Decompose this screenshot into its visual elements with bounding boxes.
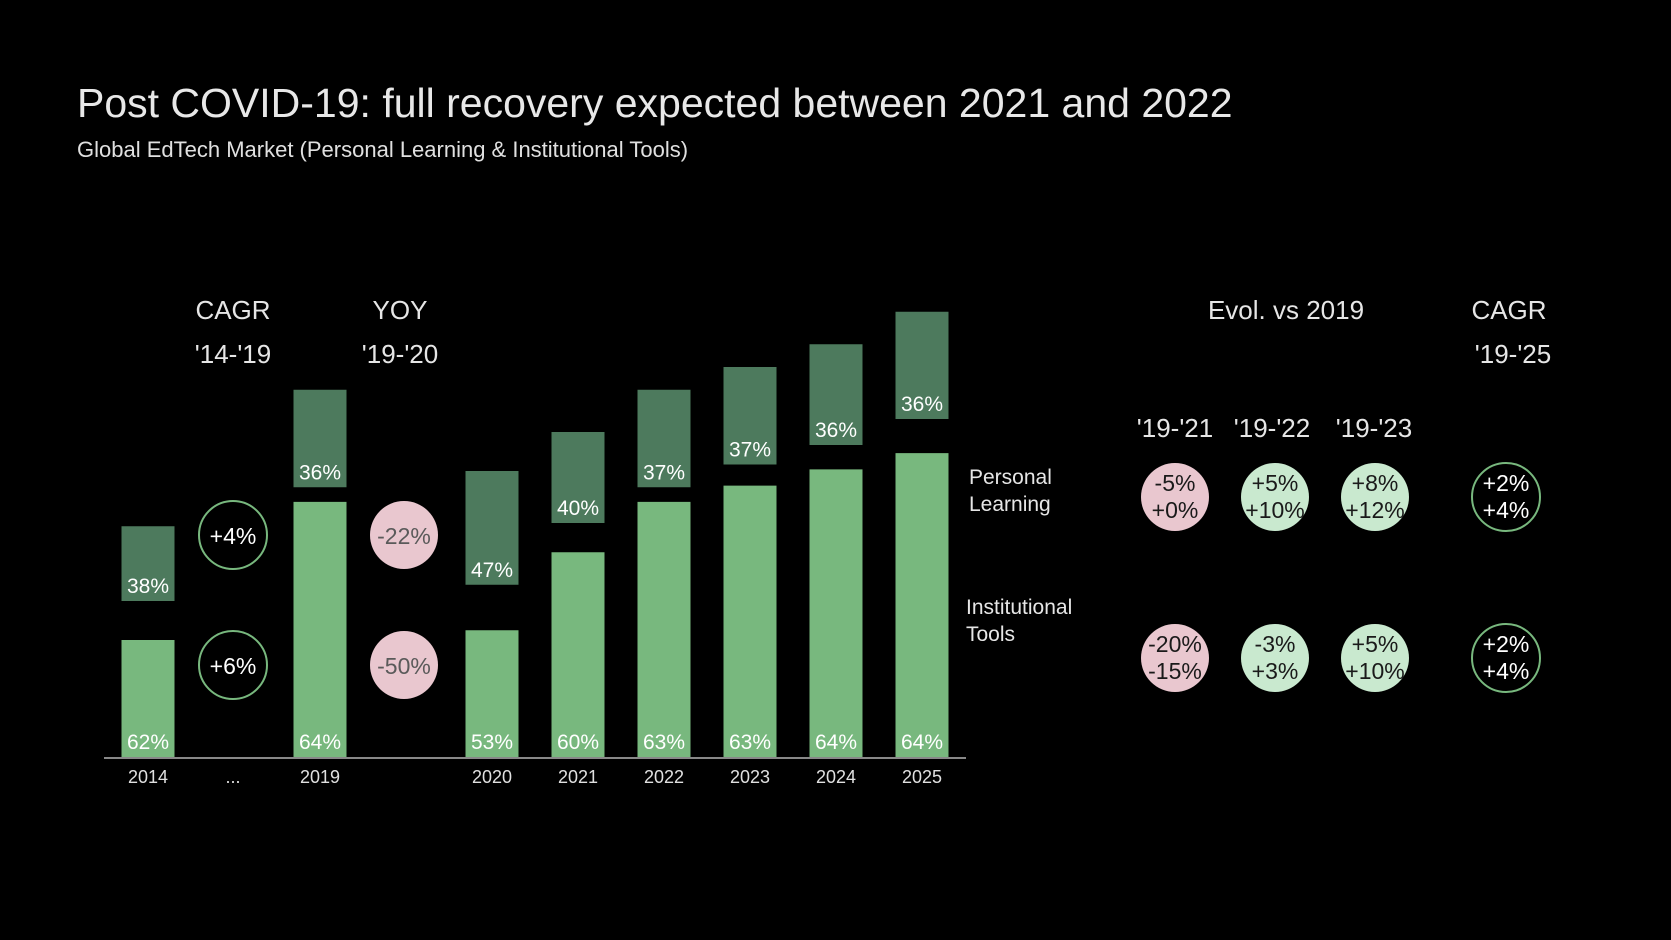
bar-personal	[637, 389, 691, 488]
header-yoy-19-20: YOY	[373, 295, 428, 325]
x-tick-label: ...	[225, 767, 240, 787]
cagr-circle-personal-label: +4%	[1483, 497, 1530, 523]
evol-circle-institutional-label: +10%	[1345, 658, 1404, 684]
growth-circle-institutional	[370, 631, 438, 699]
header-evol-vs-2019: Evol. vs 2019	[1208, 295, 1364, 325]
growth-circle-institutional-label: +6%	[210, 653, 257, 679]
header-cagr-14-19-period: '14-'19	[195, 339, 271, 369]
bar-personal	[293, 389, 347, 488]
bar-institutional	[637, 501, 691, 757]
bar-label-personal: 47%	[471, 559, 513, 582]
evol-circle-personal-label: +10%	[1245, 497, 1304, 523]
header-evol-19-23: '19-'23	[1336, 413, 1412, 443]
bar-personal	[895, 311, 949, 419]
evol-circle-institutional-label: -3%	[1255, 631, 1296, 657]
growth-circle-institutional	[198, 630, 268, 700]
bar-label-institutional: 53%	[471, 731, 513, 754]
growth-circle-personal-label: -22%	[377, 523, 431, 549]
header-cagr-19-25-period: '19-'25	[1475, 339, 1551, 369]
cagr-circle-institutional-label: +4%	[1483, 658, 1530, 684]
x-tick-label: 2025	[902, 767, 942, 787]
x-tick-label: 2020	[472, 767, 512, 787]
cagr-circle-personal-label: +2%	[1483, 470, 1530, 496]
evol-circle-institutional-label: +3%	[1252, 658, 1299, 684]
evol-circle-personal	[1341, 463, 1409, 531]
evol-circle-personal-label: +8%	[1352, 470, 1399, 496]
bar-label-personal: 40%	[557, 497, 599, 520]
bars-group: 2014 62% 38%... 2019 64% 36% 2020 53% 47% 2021 60%…	[121, 311, 949, 787]
legend-personal-line2: Learning	[969, 493, 1051, 516]
evol-circle-institutional	[1241, 624, 1309, 692]
bar-institutional	[723, 485, 777, 757]
x-tick-label: 2014	[128, 767, 168, 787]
bar-institutional	[809, 469, 863, 757]
x-tick-label: 2022	[644, 767, 684, 787]
bar-personal	[121, 526, 175, 601]
bar-institutional	[293, 501, 347, 757]
header-evol-19-22: '19-'22	[1234, 413, 1310, 443]
bar-institutional	[551, 552, 605, 757]
evol-circle-institutional	[1341, 624, 1409, 692]
legend-institutional-line1: Institutional	[966, 596, 1072, 619]
bar-institutional	[465, 630, 519, 757]
x-tick-label: 2024	[816, 767, 856, 787]
header-cagr-14-19: CAGR	[195, 295, 270, 325]
x-tick-label: 2023	[730, 767, 770, 787]
bar-label-institutional: 62%	[127, 731, 169, 754]
legend: Personal Learning Institutional Tools	[966, 466, 1072, 646]
bar-personal	[809, 344, 863, 445]
evol-circle-personal-label: +0%	[1152, 497, 1199, 523]
evol-circle-personal	[1141, 463, 1209, 531]
bar-label-personal: 38%	[127, 575, 169, 598]
chart-subtitle: Global EdTech Market (Personal Learning …	[77, 137, 689, 162]
legend-institutional-line2: Tools	[966, 623, 1015, 646]
bar-label-institutional: 64%	[299, 731, 341, 754]
bar-label-institutional: 63%	[643, 731, 685, 754]
bar-label-institutional: 64%	[815, 731, 857, 754]
bar-label-institutional: 60%	[557, 731, 599, 754]
bar-label-institutional: 63%	[729, 731, 771, 754]
growth-circle-institutional-label: -50%	[377, 653, 431, 679]
bar-personal	[465, 471, 519, 585]
header-evol-19-21: '19-'21	[1137, 413, 1213, 443]
bar-personal	[723, 367, 777, 465]
evol-circle-institutional-label: -20%	[1148, 631, 1202, 657]
bar-label-personal: 36%	[815, 419, 857, 442]
evol-circle-institutional-label: -15%	[1148, 658, 1202, 684]
bar-label-personal: 36%	[901, 393, 943, 416]
header-cagr-19-25: CAGR	[1471, 295, 1546, 325]
bar-institutional	[121, 640, 175, 757]
growth-circle-personal	[370, 501, 438, 569]
chart-title: Post COVID-19: full recovery expected be…	[77, 80, 1233, 126]
bar-label-personal: 37%	[643, 461, 685, 484]
growth-circle-personal-label: +4%	[210, 523, 257, 549]
evol-circle-personal-label: +5%	[1252, 470, 1299, 496]
x-tick-label: 2021	[558, 767, 598, 787]
cagr-circle-personal	[1471, 462, 1541, 532]
growth-circle-personal	[198, 500, 268, 570]
bar-institutional	[895, 453, 949, 757]
bar-label-personal: 37%	[729, 439, 771, 462]
growth-circles: +4%+6%-22%-50%-5%+0%-20%-15%+5%+10%-3%+3…	[198, 462, 1541, 700]
cagr-circle-institutional-label: +2%	[1483, 631, 1530, 657]
bar-label-institutional: 64%	[901, 731, 943, 754]
header-yoy-19-20-period: '19-'20	[362, 339, 438, 369]
legend-personal-line1: Personal	[969, 466, 1052, 489]
cagr-circle-institutional	[1471, 623, 1541, 693]
evol-circle-personal-label: -5%	[1155, 470, 1196, 496]
x-tick-label: 2019	[300, 767, 340, 787]
evol-circle-personal-label: +12%	[1345, 497, 1404, 523]
evol-circle-personal	[1241, 463, 1309, 531]
evol-circle-institutional-label: +5%	[1352, 631, 1399, 657]
column-headers: CAGR '14-'19 YOY '19-'20 Evol. vs 2019 '…	[195, 295, 1551, 443]
bar-personal	[551, 432, 605, 523]
evol-circle-institutional	[1141, 624, 1209, 692]
bar-label-personal: 36%	[299, 461, 341, 484]
